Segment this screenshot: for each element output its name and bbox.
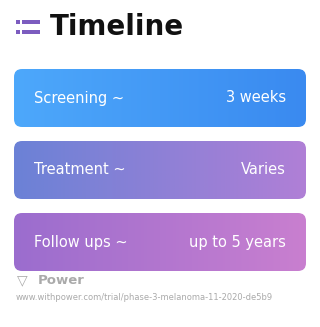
FancyBboxPatch shape bbox=[16, 30, 20, 34]
FancyBboxPatch shape bbox=[14, 213, 306, 271]
FancyBboxPatch shape bbox=[22, 20, 40, 24]
Text: Follow ups ~: Follow ups ~ bbox=[34, 234, 128, 250]
FancyBboxPatch shape bbox=[14, 69, 306, 127]
Text: www.withpower.com/trial/phase-3-melanoma-11-2020-de5b9: www.withpower.com/trial/phase-3-melanoma… bbox=[16, 292, 273, 301]
Text: Varies: Varies bbox=[241, 163, 286, 178]
FancyBboxPatch shape bbox=[22, 30, 40, 34]
Text: ▽: ▽ bbox=[17, 273, 27, 287]
Text: Treatment ~: Treatment ~ bbox=[34, 163, 126, 178]
Text: Timeline: Timeline bbox=[50, 13, 184, 41]
FancyBboxPatch shape bbox=[16, 20, 20, 24]
Text: up to 5 years: up to 5 years bbox=[189, 234, 286, 250]
Text: Screening ~: Screening ~ bbox=[34, 91, 124, 106]
FancyBboxPatch shape bbox=[14, 141, 306, 199]
Text: 3 weeks: 3 weeks bbox=[226, 91, 286, 106]
Text: Power: Power bbox=[38, 273, 85, 286]
